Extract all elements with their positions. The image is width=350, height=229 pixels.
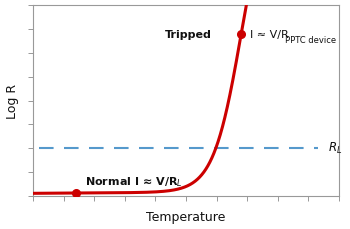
Text: PPTC device: PPTC device (286, 36, 337, 45)
Text: Normal I ≈ V/R$_L$: Normal I ≈ V/R$_L$ (85, 174, 183, 188)
Y-axis label: Log R: Log R (6, 84, 19, 119)
Text: $R_L$: $R_L$ (328, 140, 343, 155)
X-axis label: Temperature: Temperature (146, 210, 226, 223)
Text: Tripped: Tripped (164, 30, 211, 40)
Text: I ≈ V/R: I ≈ V/R (250, 30, 289, 40)
